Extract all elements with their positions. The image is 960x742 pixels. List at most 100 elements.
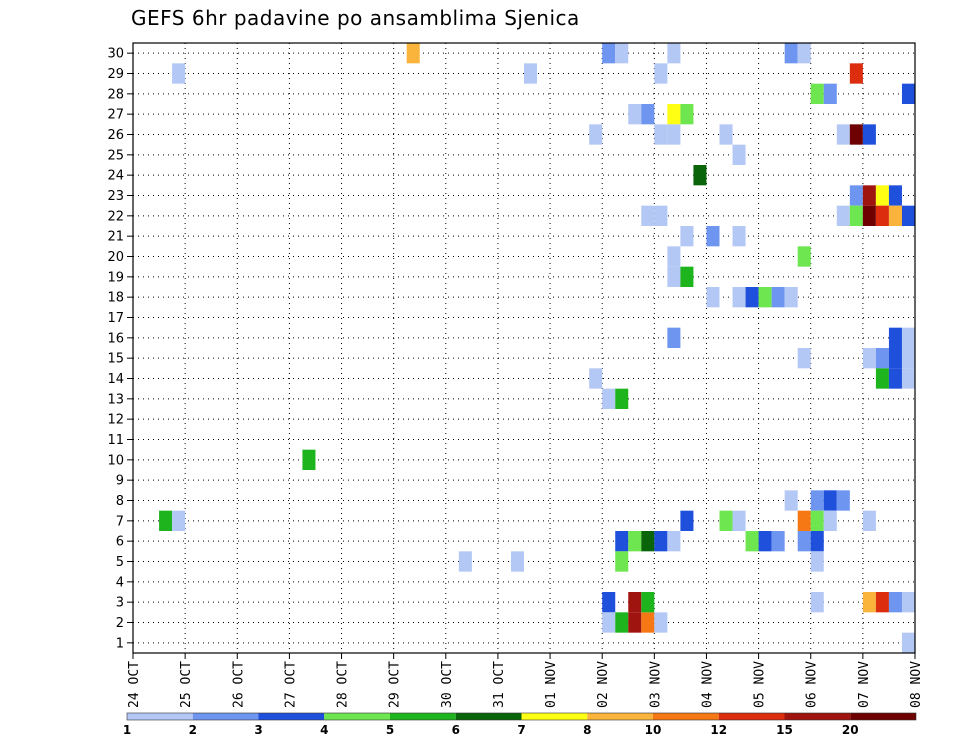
y-tick-label: 17 bbox=[107, 311, 124, 326]
colorbar-segment bbox=[258, 713, 325, 720]
heatmap-cell bbox=[667, 43, 681, 64]
heatmap-cell bbox=[732, 144, 746, 165]
heatmap-cell bbox=[302, 449, 316, 470]
heatmap-cell bbox=[732, 287, 746, 308]
y-tick-label: 9 bbox=[116, 474, 124, 489]
y-tick-label: 7 bbox=[116, 514, 124, 529]
heatmap-cell bbox=[888, 592, 902, 613]
heatmap-cell bbox=[641, 104, 655, 125]
heatmap-cell bbox=[654, 124, 668, 145]
x-tick-label: 30 OCT bbox=[440, 661, 455, 708]
heatmap-cell bbox=[810, 592, 824, 613]
heatmap-cell bbox=[849, 205, 863, 226]
y-tick-label: 22 bbox=[107, 209, 124, 224]
heatmap-cell bbox=[810, 490, 824, 511]
heatmap-cell bbox=[654, 612, 668, 633]
heatmap-cell bbox=[732, 226, 746, 247]
colorbar-segment bbox=[718, 713, 785, 720]
heatmap-cell bbox=[719, 124, 733, 145]
colorbar-segment bbox=[784, 713, 851, 720]
colorbar-label: 1 bbox=[123, 723, 131, 737]
heatmap-cell bbox=[706, 287, 720, 308]
heatmap-cell bbox=[602, 388, 616, 409]
heatmap-cell bbox=[172, 510, 186, 531]
heatmap-cell bbox=[641, 531, 655, 552]
y-tick-label: 23 bbox=[107, 189, 124, 204]
colorbar-segment bbox=[192, 713, 259, 720]
x-tick-label: 28 OCT bbox=[336, 661, 351, 708]
heatmap-cell bbox=[810, 83, 824, 104]
colorbar-label: 7 bbox=[517, 723, 525, 737]
heatmap-cell bbox=[615, 551, 629, 572]
heatmap-cell bbox=[901, 83, 915, 104]
colorbar-label: 8 bbox=[583, 723, 591, 737]
y-tick-label: 12 bbox=[107, 413, 124, 428]
y-tick-label: 25 bbox=[107, 148, 124, 163]
y-tick-label: 5 bbox=[116, 555, 124, 570]
heatmap-cell bbox=[615, 612, 629, 633]
y-tick-label: 1 bbox=[116, 636, 124, 651]
heatmap-cell bbox=[602, 43, 616, 64]
heatmap-cell bbox=[849, 124, 863, 145]
heatmap-cell bbox=[784, 490, 798, 511]
heatmap-cell bbox=[680, 104, 694, 125]
colorbar-frame bbox=[126, 712, 917, 721]
x-tick-label: 07 NOV bbox=[857, 661, 872, 708]
colorbar-label: 4 bbox=[320, 723, 328, 737]
heatmap-cell bbox=[888, 348, 902, 369]
heatmap-cell bbox=[667, 246, 681, 267]
heatmap-cell bbox=[758, 531, 772, 552]
heatmap-cell bbox=[510, 551, 524, 572]
y-tick-label: 3 bbox=[116, 596, 124, 611]
heatmap-cell bbox=[797, 348, 811, 369]
heatmap-cell bbox=[888, 205, 902, 226]
heatmap-cell bbox=[862, 205, 876, 226]
heatmap-cell bbox=[901, 327, 915, 348]
y-tick-label: 11 bbox=[107, 433, 124, 448]
heatmap-cell bbox=[836, 205, 850, 226]
colorbar-label: 20 bbox=[842, 723, 859, 737]
colorbar-label: 15 bbox=[776, 723, 793, 737]
heatmap-cell bbox=[706, 226, 720, 247]
y-tick-label: 4 bbox=[116, 575, 124, 590]
y-tick-label: 6 bbox=[116, 535, 124, 550]
x-tick-label: 03 NOV bbox=[648, 661, 663, 708]
colorbar-label: 3 bbox=[254, 723, 262, 737]
heatmap-cell bbox=[888, 185, 902, 206]
heatmap-cell bbox=[602, 612, 616, 633]
x-tick-label: 24 OCT bbox=[127, 661, 142, 708]
heatmap-cell bbox=[615, 388, 629, 409]
y-tick-label: 10 bbox=[107, 453, 124, 468]
heatmap-cell bbox=[875, 592, 889, 613]
heatmap-cell bbox=[615, 43, 629, 64]
heatmap-cell bbox=[875, 205, 889, 226]
heatmap-cell bbox=[159, 510, 173, 531]
heatmap-cell bbox=[667, 104, 681, 125]
heatmap-cell bbox=[628, 104, 642, 125]
heatmap-cell bbox=[758, 287, 772, 308]
x-tick-label: 08 NOV bbox=[909, 661, 924, 708]
heatmap-cell bbox=[888, 327, 902, 348]
x-tick-label: 04 NOV bbox=[700, 661, 715, 708]
heatmap-cell bbox=[823, 83, 837, 104]
heatmap-cell bbox=[641, 612, 655, 633]
heatmap-cell bbox=[784, 287, 798, 308]
heatmap-cell bbox=[654, 63, 668, 84]
heatmap-cell bbox=[823, 490, 837, 511]
y-tick-label: 16 bbox=[107, 331, 124, 346]
y-tick-label: 21 bbox=[107, 230, 124, 245]
heatmap-cell bbox=[406, 43, 420, 64]
colorbar-segment bbox=[850, 713, 916, 720]
heatmap-cell bbox=[810, 531, 824, 552]
chart-title: GEFS 6hr padavine po ansamblima Sjenica bbox=[131, 6, 580, 30]
colorbar-label: 12 bbox=[710, 723, 727, 737]
y-tick-label: 14 bbox=[107, 372, 124, 387]
colorbar-segment bbox=[455, 713, 522, 720]
heatmap-cell bbox=[458, 551, 472, 572]
x-tick-label: 26 OCT bbox=[231, 661, 246, 708]
y-tick-label: 26 bbox=[107, 128, 124, 143]
heatmap-cell bbox=[797, 246, 811, 267]
heatmap-cell bbox=[901, 348, 915, 369]
heatmap-cell bbox=[628, 612, 642, 633]
